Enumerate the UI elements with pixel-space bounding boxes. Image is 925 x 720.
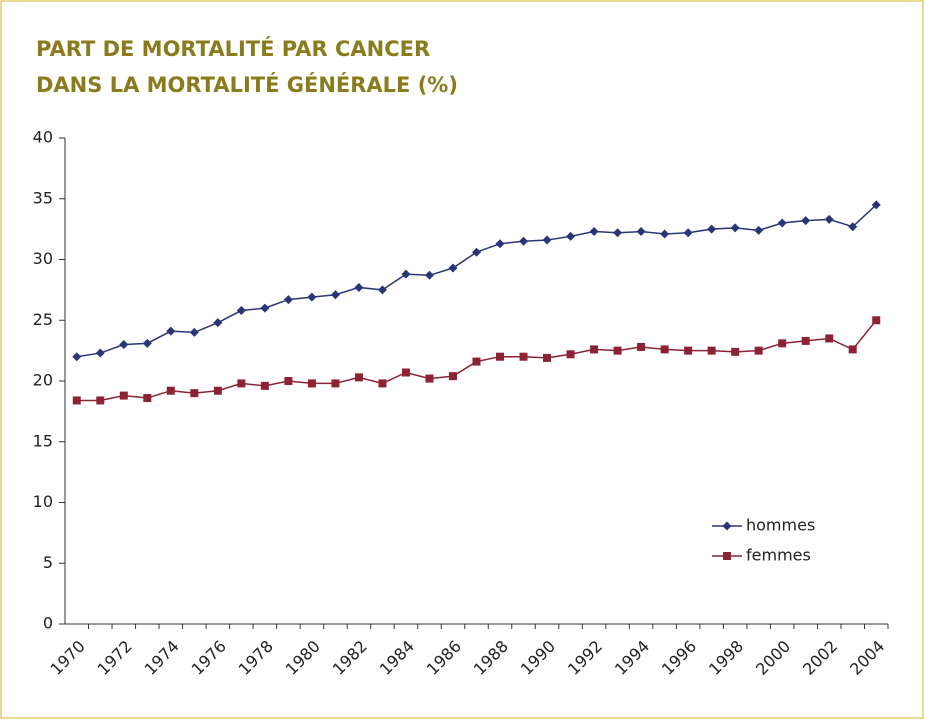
marker xyxy=(237,379,246,388)
marker xyxy=(330,290,340,300)
marker xyxy=(589,227,599,237)
marker xyxy=(307,379,316,388)
marker xyxy=(72,352,82,362)
y-tick-label: 25 xyxy=(33,310,53,329)
marker xyxy=(777,218,787,228)
marker xyxy=(848,345,857,354)
marker xyxy=(424,270,434,280)
legend-label: femmes xyxy=(746,546,811,565)
marker xyxy=(307,292,317,302)
chart-title: DANS LA MORTALITÉ GÉNÉRALE (%) xyxy=(36,72,458,97)
marker xyxy=(283,295,293,305)
marker xyxy=(731,347,740,356)
marker xyxy=(778,339,787,348)
marker xyxy=(566,350,575,359)
marker xyxy=(260,303,270,313)
marker xyxy=(660,229,670,239)
marker xyxy=(95,348,105,358)
marker xyxy=(472,247,481,257)
marker xyxy=(723,552,731,560)
marker xyxy=(824,214,834,224)
marker xyxy=(119,391,128,400)
marker xyxy=(72,396,81,405)
marker xyxy=(519,352,528,361)
marker xyxy=(331,379,340,388)
marker xyxy=(378,379,387,388)
marker xyxy=(377,285,387,295)
chart-title: PART DE MORTALITÉ PAR CANCER xyxy=(36,36,430,61)
marker xyxy=(754,225,764,235)
marker xyxy=(354,282,364,292)
y-tick-label: 15 xyxy=(33,431,53,450)
marker xyxy=(189,327,199,337)
y-tick-label: 10 xyxy=(33,492,53,511)
marker xyxy=(448,263,458,273)
y-tick-label: 30 xyxy=(33,249,53,268)
marker xyxy=(542,235,552,245)
marker xyxy=(119,340,129,350)
marker xyxy=(496,352,505,361)
marker xyxy=(543,353,552,362)
marker xyxy=(613,228,623,238)
marker xyxy=(871,200,881,210)
marker xyxy=(754,346,763,355)
marker xyxy=(683,228,693,238)
marker xyxy=(684,346,693,355)
marker xyxy=(166,326,176,336)
marker xyxy=(722,521,732,531)
marker xyxy=(660,345,669,354)
marker xyxy=(213,386,222,395)
y-tick-label: 20 xyxy=(33,371,53,390)
marker xyxy=(872,316,881,325)
marker xyxy=(448,372,457,381)
marker xyxy=(707,346,716,355)
marker xyxy=(637,342,646,351)
marker xyxy=(825,334,834,343)
marker xyxy=(284,377,293,385)
marker xyxy=(590,345,599,354)
y-tick-label: 35 xyxy=(33,188,53,207)
marker xyxy=(143,394,152,403)
y-tick-label: 0 xyxy=(43,614,53,633)
marker xyxy=(401,368,410,377)
marker xyxy=(260,381,269,390)
marker xyxy=(425,374,434,383)
marker xyxy=(801,336,810,345)
marker xyxy=(236,306,246,316)
marker xyxy=(354,373,363,382)
marker xyxy=(801,216,811,226)
marker xyxy=(96,396,105,405)
marker xyxy=(566,231,576,241)
marker xyxy=(142,338,152,348)
marker xyxy=(495,239,505,249)
marker xyxy=(190,389,199,398)
marker xyxy=(401,269,411,279)
marker xyxy=(213,318,223,328)
marker xyxy=(848,222,858,232)
marker xyxy=(613,346,622,355)
marker xyxy=(707,224,717,234)
marker xyxy=(519,236,529,246)
marker xyxy=(472,357,481,366)
marker xyxy=(730,223,740,233)
marker xyxy=(166,386,175,395)
legend-label: hommes xyxy=(746,516,815,535)
marker xyxy=(636,227,646,237)
y-tick-label: 40 xyxy=(33,128,53,147)
y-tick-label: 5 xyxy=(43,553,53,572)
